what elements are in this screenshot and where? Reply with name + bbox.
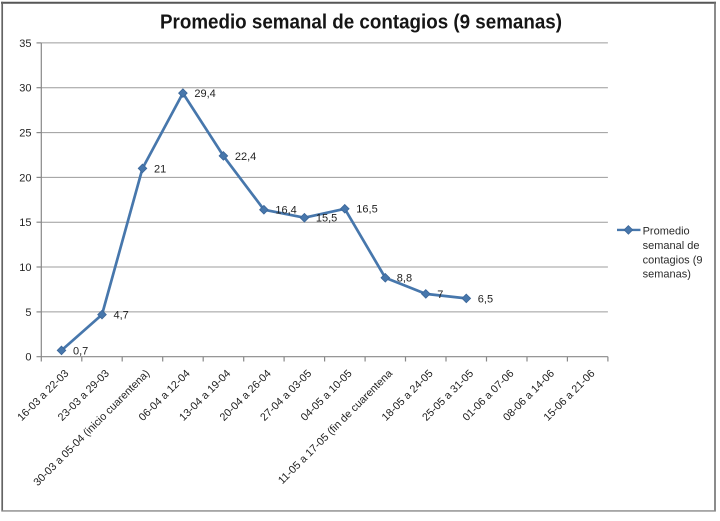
- svg-text:16,4: 16,4: [275, 205, 296, 217]
- svg-text:0: 0: [25, 352, 31, 364]
- svg-text:4,7: 4,7: [114, 310, 129, 322]
- svg-text:6,5: 6,5: [478, 293, 493, 305]
- svg-text:Promedio: Promedio: [643, 226, 690, 238]
- svg-text:22,4: 22,4: [235, 151, 256, 163]
- svg-text:25: 25: [19, 128, 31, 140]
- svg-text:15: 15: [19, 217, 31, 229]
- svg-text:semanas): semanas): [643, 269, 691, 281]
- svg-text:0,7: 0,7: [73, 345, 88, 357]
- svg-text:21: 21: [154, 163, 166, 175]
- svg-text:15,5: 15,5: [316, 213, 337, 225]
- svg-text:7: 7: [437, 289, 443, 301]
- svg-text:30: 30: [19, 83, 31, 95]
- svg-text:20: 20: [19, 172, 31, 184]
- svg-text:16,5: 16,5: [356, 204, 377, 216]
- svg-text:semanal de: semanal de: [643, 240, 700, 252]
- svg-text:Promedio semanal de contagios: Promedio semanal de contagios (9 semanas…: [160, 12, 562, 34]
- svg-text:29,4: 29,4: [194, 88, 215, 100]
- svg-text:8,8: 8,8: [397, 273, 412, 285]
- svg-text:5: 5: [25, 307, 31, 319]
- svg-text:35: 35: [19, 38, 31, 50]
- svg-text:contagios (9: contagios (9: [643, 254, 703, 266]
- svg-text:10: 10: [19, 262, 31, 274]
